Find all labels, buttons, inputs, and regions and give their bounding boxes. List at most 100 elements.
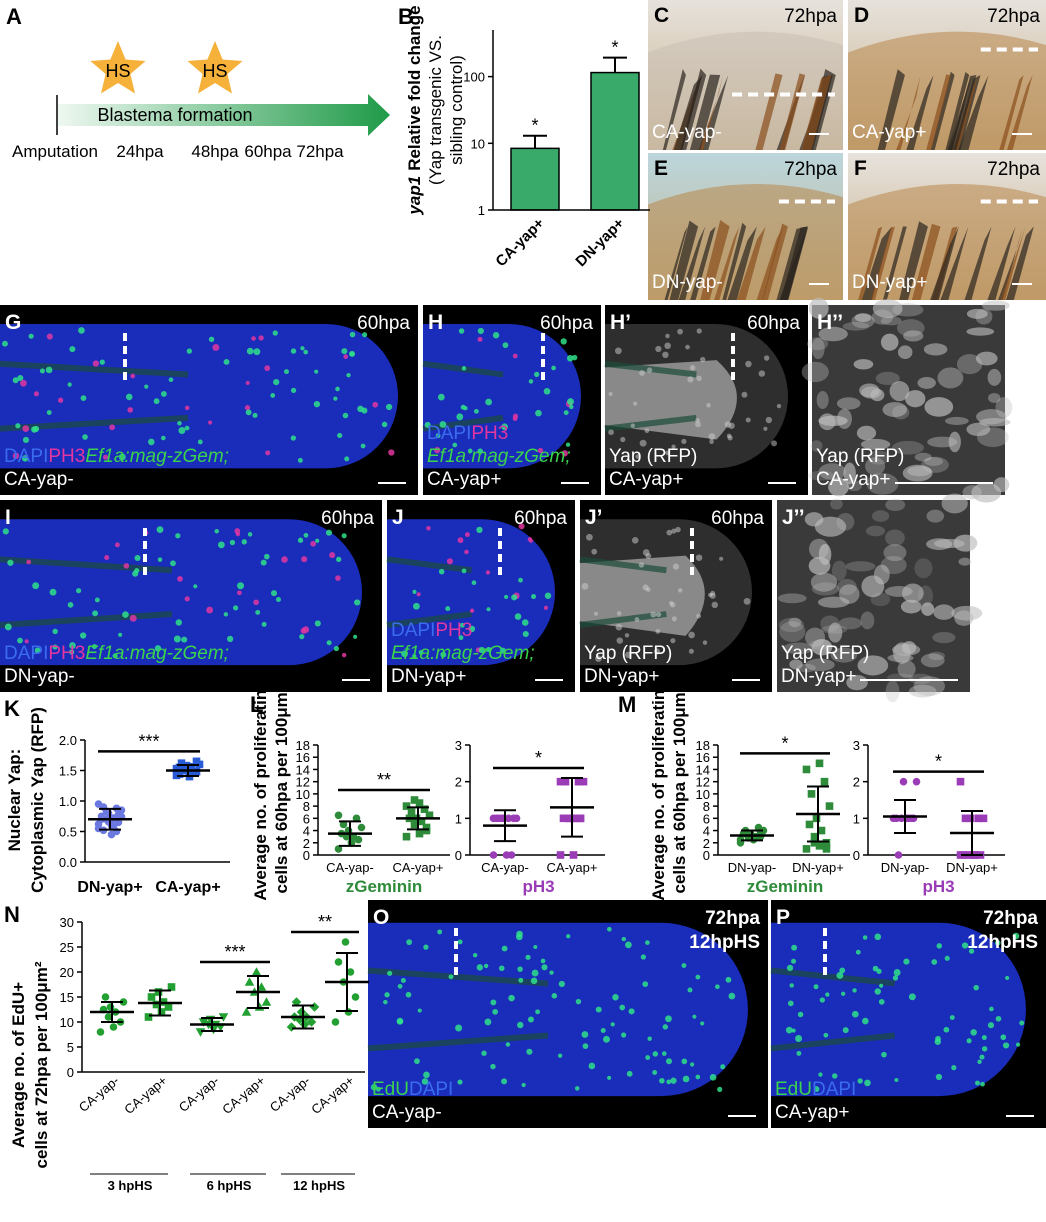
data-point xyxy=(244,977,255,986)
labelled-nucleus xyxy=(644,428,650,434)
labelled-nucleus xyxy=(535,409,542,417)
data-point xyxy=(561,777,570,786)
labelled-nucleus xyxy=(696,613,702,619)
yap-rich-region xyxy=(605,360,737,440)
data-point xyxy=(512,814,521,823)
labelled-nucleus xyxy=(333,645,340,652)
fin-ray-streak xyxy=(926,74,952,150)
labelled-nucleus xyxy=(1012,932,1020,940)
yap-cell xyxy=(871,510,890,522)
labelled-nucleus xyxy=(247,532,253,537)
y-tick-label: 0 xyxy=(853,848,860,863)
data-point xyxy=(352,814,361,823)
labelled-nucleus xyxy=(435,433,441,439)
labelled-nucleus xyxy=(401,650,409,658)
labelled-nucleus xyxy=(566,934,571,939)
labelled-nucleus xyxy=(671,444,676,449)
data-point xyxy=(956,777,965,786)
labelled-nucleus xyxy=(52,644,58,650)
labelled-nucleus xyxy=(130,373,136,379)
y-tick-label: 16 xyxy=(696,750,710,765)
labelled-nucleus xyxy=(32,582,40,590)
yap-cell xyxy=(917,585,934,607)
labelled-nucleus xyxy=(412,653,417,659)
fin-ray xyxy=(579,556,667,574)
yap-cell xyxy=(948,431,961,453)
labelled-nucleus xyxy=(521,619,529,626)
labelled-nucleus xyxy=(989,1006,994,1012)
y-tick-label: 8 xyxy=(303,799,310,814)
labelled-nucleus xyxy=(518,577,523,583)
y-axis-title: Average no. of EdU+ xyxy=(9,982,28,1148)
labelled-nucleus xyxy=(241,539,247,545)
labelled-nucleus xyxy=(477,448,483,454)
legend-text: CA-yap+ xyxy=(816,469,890,490)
fin-ray-streak xyxy=(899,221,928,300)
labelled-nucleus xyxy=(696,328,702,334)
labelled-nucleus xyxy=(813,984,819,990)
labelled-nucleus xyxy=(682,1075,690,1083)
data-point xyxy=(256,982,267,991)
labelled-nucleus xyxy=(544,592,552,599)
fin-ray-streak xyxy=(727,226,757,300)
data-point xyxy=(974,814,983,823)
labelled-nucleus xyxy=(423,1071,430,1079)
y-tick-label: 10 xyxy=(696,787,710,802)
labelled-nucleus xyxy=(246,347,254,355)
panel-letter: G xyxy=(5,311,21,334)
yap-cell xyxy=(966,327,995,336)
labelled-nucleus xyxy=(499,647,506,654)
data-point xyxy=(559,814,568,823)
labelled-nucleus xyxy=(893,969,901,976)
labelled-nucleus xyxy=(581,1031,589,1038)
data-point xyxy=(574,777,583,786)
labelled-nucleus xyxy=(31,426,38,433)
data-point xyxy=(164,1003,173,1011)
fin-ray-streak xyxy=(669,220,699,300)
labelled-nucleus xyxy=(342,412,349,419)
yap-cell xyxy=(897,660,916,678)
labelled-nucleus xyxy=(518,977,524,983)
labelled-nucleus xyxy=(458,328,465,334)
labelled-nucleus xyxy=(212,344,220,351)
data-point xyxy=(407,808,416,817)
data-point xyxy=(109,822,118,831)
data-point xyxy=(912,777,921,786)
labelled-nucleus xyxy=(272,330,278,336)
legend-text: DN-yap+ xyxy=(584,666,660,687)
labelled-nucleus xyxy=(178,426,186,434)
labelled-nucleus xyxy=(476,526,483,534)
data-point xyxy=(410,820,419,829)
labelled-nucleus xyxy=(439,421,447,428)
labelled-nucleus xyxy=(418,649,424,655)
labelled-nucleus xyxy=(261,621,267,627)
labelled-nucleus xyxy=(630,423,636,428)
data-point xyxy=(736,835,745,844)
labelled-nucleus xyxy=(825,992,830,997)
labelled-nucleus xyxy=(349,350,356,357)
yap-cell xyxy=(870,592,891,607)
labelled-nucleus xyxy=(652,1051,659,1057)
labelled-nucleus xyxy=(21,455,29,462)
data-point xyxy=(109,1023,118,1031)
labelled-nucleus xyxy=(264,553,270,560)
labelled-nucleus xyxy=(80,632,87,639)
labelled-nucleus xyxy=(82,434,88,440)
fin-ray xyxy=(386,611,472,628)
labelled-nucleus xyxy=(626,1070,633,1077)
data-point xyxy=(119,998,128,1006)
labelled-nucleus xyxy=(383,999,388,1005)
data-point xyxy=(96,1028,105,1036)
legend-text: PH3 xyxy=(435,620,472,641)
labelled-nucleus xyxy=(758,370,766,377)
y-axis-title: sibling control) xyxy=(447,55,466,165)
labelled-nucleus xyxy=(543,605,548,610)
labelled-nucleus xyxy=(437,929,443,935)
timepoint-label: 60hpa xyxy=(321,508,374,529)
legend-text: CA-yap- xyxy=(372,1102,442,1123)
labelled-nucleus xyxy=(603,1035,610,1043)
panel-letter: H xyxy=(428,311,443,334)
arrow-label: Blastema formation xyxy=(97,105,252,125)
labelled-nucleus xyxy=(456,413,464,421)
labelled-nucleus xyxy=(642,981,649,987)
